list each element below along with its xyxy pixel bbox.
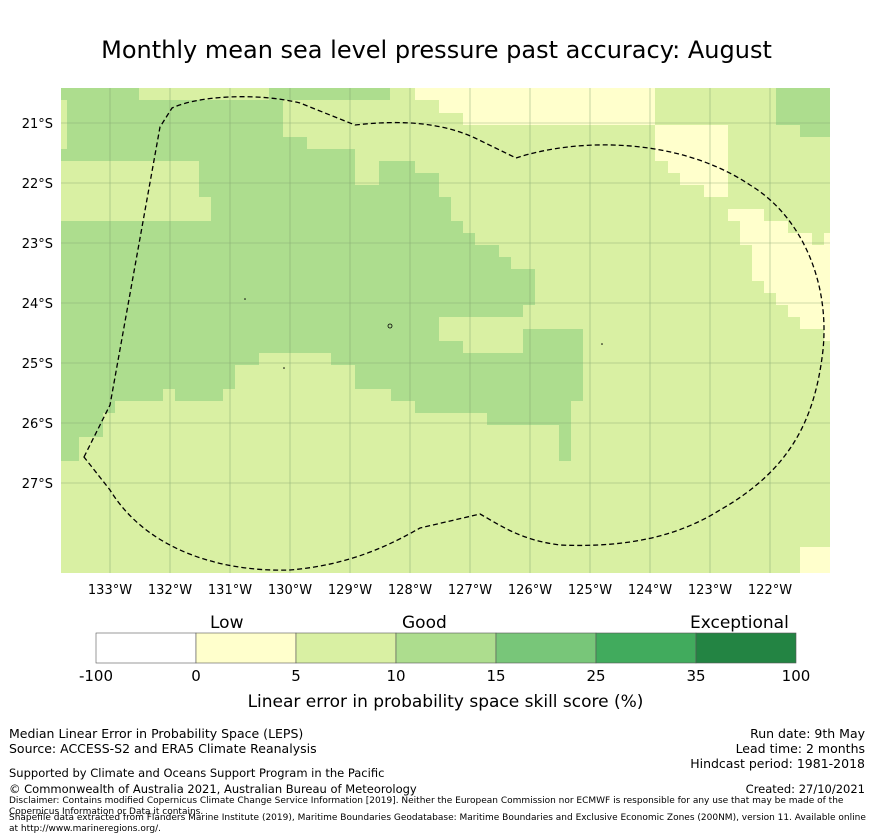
footer-source: Source: ACCESS-S2 and ERA5 Climate Reana…	[9, 741, 317, 756]
lat-label: 21°S	[22, 117, 53, 132]
disclaimer: Disclaimer: Contains modified Copernicus…	[9, 796, 844, 817]
tick: 0	[191, 667, 201, 685]
lon-label: 131°W	[208, 583, 252, 598]
cat-low: Low	[210, 613, 244, 633]
mid-patch-3	[61, 100, 67, 149]
lon-label: 128°W	[388, 583, 432, 598]
colorbar-swatch	[195, 632, 297, 664]
low-region-se	[800, 547, 830, 573]
lat-label: 25°S	[22, 357, 53, 372]
lat-label: 26°S	[22, 417, 53, 432]
gridlines	[61, 88, 830, 573]
lon-label: 123°W	[688, 583, 732, 598]
colorbar	[95, 632, 797, 664]
cat-good: Good	[402, 613, 447, 633]
lat-labels: 21°S 22°S 23°S 24°S 25°S 26°S 27°S	[22, 117, 53, 492]
island	[601, 343, 603, 345]
colorbar-label: Linear error in probability space skill …	[247, 692, 644, 712]
tick: 10	[386, 667, 406, 685]
lat-label: 24°S	[22, 297, 53, 312]
colorbar-swatch	[295, 632, 397, 664]
lat-label: 23°S	[22, 237, 53, 252]
tick: 35	[686, 667, 706, 685]
tick: 25	[586, 667, 606, 685]
lat-label: 27°S	[22, 477, 53, 492]
lon-label: 130°W	[268, 583, 312, 598]
lon-label: 122°W	[748, 583, 792, 598]
colorbar-swatch	[395, 632, 497, 664]
cat-exceptional: Exceptional	[690, 613, 789, 633]
lat-label: 22°S	[22, 177, 53, 192]
island	[387, 323, 393, 329]
lon-label: 125°W	[568, 583, 612, 598]
mid-patch	[61, 161, 211, 221]
lon-label: 133°W	[88, 583, 132, 598]
lon-labels: 133°W 132°W 131°W 130°W 129°W 128°W 127°W 126°W…	[88, 583, 792, 598]
good-region-ne	[776, 88, 830, 137]
footer-support: Supported by Climate and Oceans Support …	[9, 766, 385, 780]
island	[283, 367, 285, 369]
lon-label: 129°W	[328, 583, 372, 598]
island	[244, 298, 246, 300]
hindcast-period: Hindcast period: 1981-2018	[690, 756, 865, 771]
lon-label: 127°W	[448, 583, 492, 598]
tick: -100	[78, 667, 114, 685]
shapefile-credit: Shapefile data extracted from Flanders M…	[9, 813, 866, 834]
footer-copyright: © Commonwealth of Australia 2021, Austra…	[9, 782, 417, 796]
lon-label: 124°W	[628, 583, 672, 598]
tick: 5	[291, 667, 301, 685]
lon-label: 132°W	[148, 583, 192, 598]
tick: 100	[781, 667, 811, 685]
run-date: Run date: 9th May	[750, 726, 865, 741]
map-title: Monthly mean sea level pressure past acc…	[101, 36, 772, 64]
colorbar-swatch	[695, 632, 797, 664]
created-date: Created: 27/10/2021	[745, 782, 865, 796]
low-region-east	[728, 209, 830, 341]
low-region-north	[415, 88, 655, 125]
mid-patch-2	[139, 88, 269, 100]
lon-label: 126°W	[508, 583, 552, 598]
colorbar-swatch	[595, 632, 697, 664]
colorbar-swatch	[95, 632, 197, 664]
tick: 15	[486, 667, 506, 685]
colorbar-swatch	[495, 632, 597, 664]
lead-time: Lead time: 2 months	[735, 741, 865, 756]
footer-leps: Median Linear Error in Probability Space…	[9, 726, 304, 741]
